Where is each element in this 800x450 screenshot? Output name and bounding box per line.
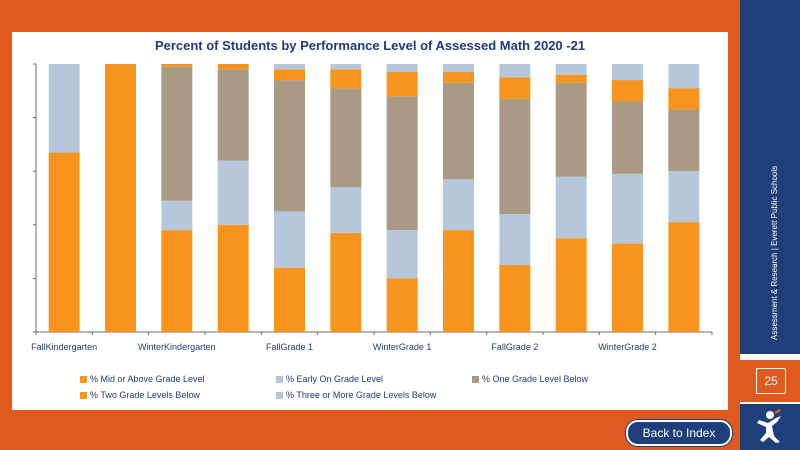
bar-segment-s0-c9	[555, 238, 587, 332]
bar-segment-s1-c8	[499, 214, 531, 265]
bar-segment-s0-c8	[499, 265, 531, 332]
bar-segment-s3-c2	[161, 64, 193, 67]
x-tick-label: FallKindergarten	[31, 342, 97, 352]
x-tick-label: FallGrade 1	[266, 342, 313, 352]
bar-segment-s0-c4	[274, 267, 305, 332]
legend-item: % Early On Grade Level	[276, 374, 383, 384]
legend-item: % Three or More Grade Levels Below	[276, 390, 436, 400]
chart-legend: % Mid or Above Grade Level % Early On Gra…	[80, 374, 720, 408]
bar-segment-s0-c11	[668, 222, 700, 332]
bar-segment-s1-c2	[161, 200, 193, 231]
bar-segment-s2-c5	[330, 88, 362, 188]
legend-label: % Three or More Grade Levels Below	[286, 390, 437, 400]
bar-segment-s4-c10	[612, 64, 643, 81]
legend-label: % Two Grade Levels Below	[90, 390, 200, 400]
legend-label: % Mid or Above Grade Level	[90, 374, 205, 384]
bar-segment-s1-c9	[555, 176, 587, 239]
bar-segment-s3-c7	[443, 72, 474, 83]
page-number: 25	[756, 368, 786, 394]
bar-segment-s3-c5	[330, 69, 362, 89]
bar-segment-s4-c8	[499, 64, 531, 78]
x-tick-label: WinterKindergarten	[138, 342, 216, 352]
bar-segment-s1-c0	[48, 64, 80, 153]
bar-segment-s1-c3	[217, 160, 249, 225]
bar-segment-s4-c5	[330, 64, 362, 70]
bar-segment-s0-c6	[386, 278, 418, 332]
bar-segment-s2-c2	[161, 66, 193, 201]
bar-segment-s2-c6	[386, 96, 418, 231]
legend-swatch	[276, 375, 283, 383]
legend-label: % One Grade Level Below	[482, 374, 589, 384]
bar-segment-s4-c7	[443, 64, 474, 73]
chart-panel: Percent of Students by Performance Level…	[12, 32, 728, 410]
sidebar: Assessment & Research | Everett Public S…	[740, 0, 800, 450]
back-to-index-button[interactable]: Back to Index	[626, 420, 732, 446]
legend-swatch	[80, 391, 87, 399]
logo-panel	[740, 404, 800, 450]
bar-segment-s2-c7	[443, 82, 474, 180]
legend-swatch	[276, 391, 283, 399]
legend-swatch	[472, 375, 479, 383]
bar-segment-s3-c9	[555, 74, 587, 83]
bar-segment-s2-c4	[274, 80, 305, 212]
legend-swatch	[80, 375, 87, 383]
x-tick-label: WinterGrade 1	[373, 342, 432, 352]
chart-plot: FallKindergarten WinterKindergarten FallGr…	[31, 63, 713, 352]
student-figure-icon	[757, 409, 781, 443]
bar-segment-s2-c3	[217, 69, 249, 161]
bar-segment-s4-c6	[386, 64, 418, 73]
legend-item: % Two Grade Levels Below	[80, 390, 200, 400]
legend-label: % Early On Grade Level	[286, 374, 384, 384]
bar-segment-s3-c4	[274, 69, 305, 81]
bar-segment-s3-c11	[668, 88, 700, 110]
bar-segment-s2-c9	[555, 82, 587, 177]
page-number-panel: 25	[740, 360, 800, 402]
bar-segment-s0-c2	[161, 230, 193, 332]
x-tick-label: FallGrade 2	[491, 342, 538, 352]
sidebar-caption: Assessment & Research | Everett Public S…	[770, 165, 779, 340]
bar-segment-s1-c11	[668, 171, 700, 223]
legend-item: % Mid or Above Grade Level	[80, 374, 205, 384]
bar-segment-s1-c10	[612, 173, 643, 244]
sidebar-top: Assessment & Research | Everett Public S…	[740, 0, 800, 354]
bar-segment-s2-c11	[668, 109, 700, 172]
bar-segment-s0-c5	[330, 232, 362, 332]
bar-segment-s2-c10	[612, 101, 643, 174]
bar-segment-s0-c3	[217, 224, 249, 332]
legend-item: % One Grade Level Below	[472, 374, 588, 384]
bar-segment-s3-c10	[612, 80, 643, 102]
bar-segment-s3-c6	[386, 72, 418, 97]
bar-segment-s0-c1	[105, 64, 136, 332]
bar-segment-s3-c3	[217, 64, 249, 70]
bar-segment-s1-c5	[330, 187, 362, 233]
bar-segment-s1-c4	[274, 211, 305, 268]
bar-segment-s0-c0	[48, 152, 80, 332]
bar-segment-s2-c8	[499, 98, 531, 215]
chart-title: Percent of Students by Performance Level…	[154, 38, 586, 53]
bar-segment-s3-c8	[499, 77, 531, 99]
x-tick-label: WinterGrade 2	[598, 342, 657, 352]
bar-segment-s0-c7	[443, 230, 474, 332]
bar-segment-s0-c10	[612, 243, 643, 332]
bar-segment-s4-c11	[668, 64, 700, 89]
bar-segment-s1-c7	[443, 179, 474, 231]
bar-segment-s4-c9	[555, 64, 587, 75]
bar-segment-s4-c4	[274, 64, 305, 70]
bar-segment-s1-c6	[386, 230, 418, 279]
